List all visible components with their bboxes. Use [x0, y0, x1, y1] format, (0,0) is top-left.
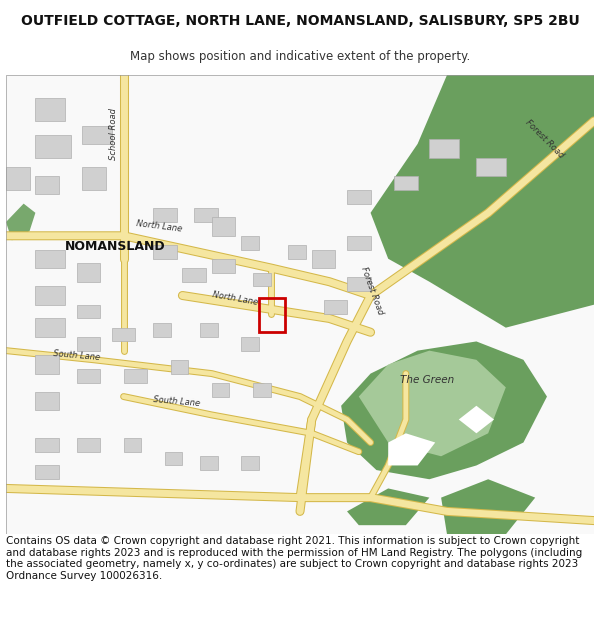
Bar: [77, 263, 100, 282]
Bar: [153, 245, 176, 259]
Bar: [112, 328, 136, 341]
Bar: [182, 268, 206, 282]
Bar: [253, 272, 271, 286]
Bar: [35, 438, 59, 452]
Bar: [124, 369, 147, 382]
Bar: [35, 176, 59, 194]
Bar: [200, 456, 218, 470]
Bar: [6, 167, 29, 190]
Bar: [35, 98, 65, 121]
Text: Forest Road: Forest Road: [359, 266, 385, 316]
Polygon shape: [6, 204, 35, 241]
Text: OUTFIELD COTTAGE, NORTH LANE, NOMANSLAND, SALISBURY, SP5 2BU: OUTFIELD COTTAGE, NORTH LANE, NOMANSLAND…: [20, 14, 580, 28]
Bar: [82, 126, 112, 144]
Text: NOMANSLAND: NOMANSLAND: [65, 239, 166, 252]
Bar: [259, 298, 286, 332]
Bar: [347, 236, 371, 249]
Text: South Lane: South Lane: [53, 349, 101, 362]
Bar: [288, 245, 306, 259]
Bar: [394, 176, 418, 190]
Polygon shape: [388, 433, 435, 466]
Bar: [200, 323, 218, 337]
Bar: [212, 382, 229, 397]
Bar: [212, 217, 235, 236]
Bar: [323, 300, 347, 314]
Bar: [35, 249, 65, 268]
Text: Forest Road: Forest Road: [523, 118, 565, 159]
Bar: [77, 337, 100, 351]
Bar: [241, 456, 259, 470]
Bar: [476, 158, 506, 176]
Polygon shape: [371, 75, 594, 328]
Bar: [35, 286, 65, 304]
Polygon shape: [359, 351, 506, 456]
Bar: [312, 249, 335, 268]
Bar: [241, 236, 259, 249]
Polygon shape: [459, 406, 494, 433]
Bar: [347, 190, 371, 204]
Bar: [35, 319, 65, 337]
Bar: [35, 466, 59, 479]
Bar: [153, 208, 176, 222]
Bar: [153, 323, 170, 337]
Bar: [77, 369, 100, 382]
Bar: [430, 139, 459, 158]
Bar: [35, 135, 71, 158]
Text: The Green: The Green: [400, 375, 454, 385]
Text: North Lane: North Lane: [212, 290, 259, 307]
Bar: [35, 392, 59, 411]
Text: School Road: School Road: [109, 107, 118, 159]
Bar: [82, 167, 106, 190]
Polygon shape: [341, 341, 547, 479]
Text: Contains OS data © Crown copyright and database right 2021. This information is : Contains OS data © Crown copyright and d…: [6, 536, 582, 581]
Bar: [124, 438, 141, 452]
Bar: [253, 382, 271, 397]
Bar: [170, 360, 188, 374]
Polygon shape: [347, 489, 430, 525]
Bar: [77, 438, 100, 452]
Text: South Lane: South Lane: [153, 395, 200, 408]
Bar: [212, 259, 235, 272]
Text: North Lane: North Lane: [136, 219, 182, 233]
Bar: [165, 452, 182, 466]
Bar: [35, 355, 59, 374]
Polygon shape: [441, 479, 535, 534]
Bar: [194, 208, 218, 222]
Text: Map shows position and indicative extent of the property.: Map shows position and indicative extent…: [130, 50, 470, 62]
Bar: [241, 337, 259, 351]
Bar: [77, 304, 100, 319]
Bar: [347, 277, 371, 291]
